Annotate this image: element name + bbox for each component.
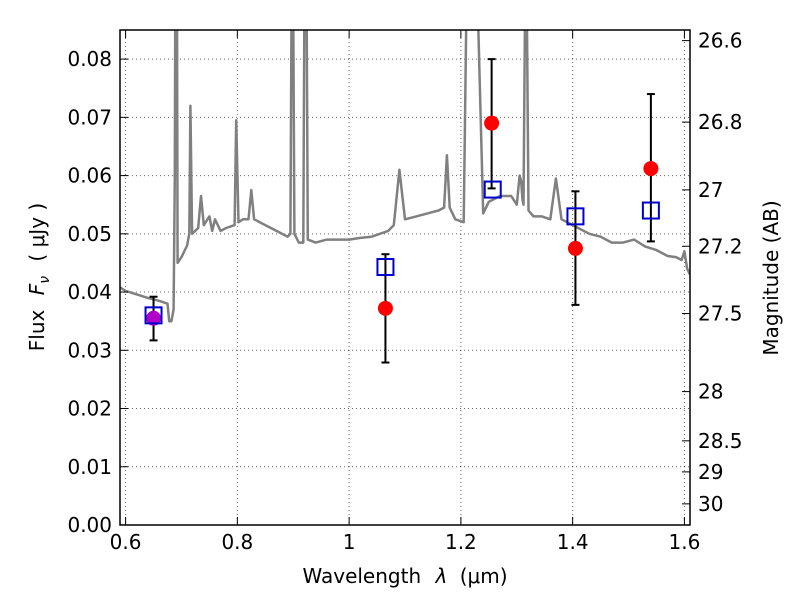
y2-tick-label: 27.2 <box>698 234 743 258</box>
y-tick-label: 0.05 <box>67 222 112 246</box>
y2-tick-label: 26.8 <box>698 110 743 134</box>
y2-tick-label: 26.6 <box>698 29 743 53</box>
model-band-square <box>566 207 585 226</box>
y2-axis-title: Magnitude (AB) <box>759 200 783 355</box>
model-band-square <box>144 306 163 325</box>
plot-frame <box>119 29 691 526</box>
y-tick-label: 0.06 <box>67 164 112 188</box>
tick-layer: 0.6 0.8 1 1.2 1.4 1.6 0.00 0.01 0.02 0.03 0.04 0.05… <box>67 29 742 554</box>
marker-layer <box>144 58 660 364</box>
x-tick-label: 1 <box>343 530 356 554</box>
observed-point <box>377 300 393 316</box>
model-band-square <box>641 201 660 220</box>
model-band-square <box>376 258 395 277</box>
observed-point <box>567 240 583 256</box>
y2-tick-label: 28 <box>698 380 723 404</box>
model-spectrum-line <box>120 30 690 323</box>
y2-tick-label: 29 <box>698 460 723 484</box>
observed-point <box>643 161 659 177</box>
y2-tick-label: 30 <box>698 492 723 516</box>
x-tick-label: 0.6 <box>110 530 142 554</box>
grid-layer <box>120 30 690 525</box>
x-tick-label: 1.6 <box>669 530 701 554</box>
y2-tick-label: 28.5 <box>698 429 743 453</box>
y-tick-label: 0.01 <box>67 455 112 479</box>
model-band-square <box>483 180 502 199</box>
x-tick-label: 0.8 <box>221 530 253 554</box>
y-tick-label: 0.00 <box>67 513 112 537</box>
x-axis-title: Wavelength λ (μm) <box>302 564 507 588</box>
observed-point <box>146 310 162 326</box>
y-tick-label: 0.07 <box>67 105 112 129</box>
model-layer <box>120 30 690 323</box>
y2-tick-label: 27.5 <box>698 302 743 326</box>
x-tick-label: 1.4 <box>557 530 589 554</box>
observed-point <box>484 115 500 131</box>
y-tick-label: 0.03 <box>67 338 112 362</box>
y-axis-title: Flux Fν ( μJy ) <box>25 203 54 351</box>
y-tick-label: 0.08 <box>67 47 112 71</box>
y-tick-label: 0.02 <box>67 397 112 421</box>
y-tick-label: 0.04 <box>67 280 112 304</box>
x-tick-label: 1.2 <box>445 530 477 554</box>
y2-tick-label: 27 <box>698 178 723 202</box>
